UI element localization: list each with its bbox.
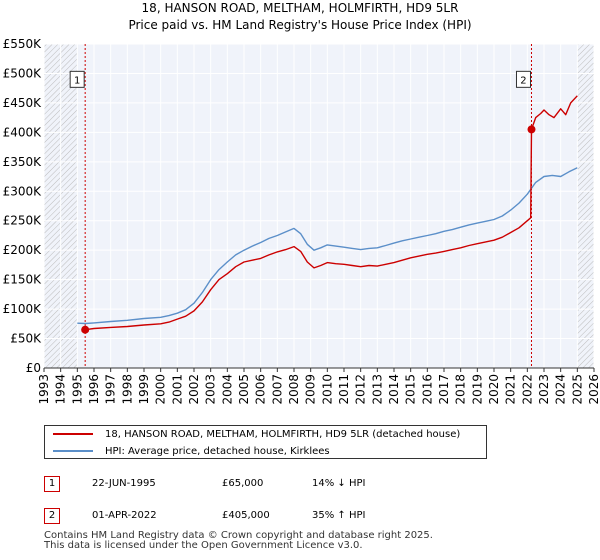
- x-tick-label: 1994: [54, 374, 68, 405]
- legend-swatch-property: [53, 433, 93, 435]
- legend-item-hpi: HPI: Average price, detached house, Kirk…: [53, 443, 330, 459]
- y-tick-label: £50K: [10, 332, 42, 346]
- x-tick-label: 2006: [254, 374, 268, 405]
- x-tick-label: 2010: [320, 374, 334, 405]
- x-tick-label: 2001: [170, 374, 184, 405]
- x-tick-label: 2009: [304, 374, 318, 405]
- legend-swatch-hpi: [53, 450, 93, 452]
- chart-subtitle: Price paid vs. HM Land Registry's House …: [128, 18, 471, 32]
- footer-licence: This data is licensed under the Open Gov…: [44, 540, 363, 551]
- axis-layer: £0 £50K £100K £150K £200K £250K £300K £350K £400…: [3, 37, 600, 405]
- transaction-date: 01-APR-2022: [92, 510, 157, 521]
- y-tick-label: £100K: [3, 302, 43, 316]
- x-tick-label: 1993: [37, 374, 51, 405]
- y-tick-label: £150K: [3, 273, 43, 287]
- chart-title: 18, HANSON ROAD, MELTHAM, HOLMFIRTH, HD9…: [142, 1, 459, 15]
- x-tick-label: 2007: [270, 374, 284, 405]
- x-tick-label: 2000: [154, 374, 168, 405]
- property-price-line: [85, 95, 578, 331]
- sale-point: [81, 325, 90, 334]
- x-tick-label: 1999: [137, 374, 151, 405]
- transaction-hpi: 35% ↑ HPI: [312, 510, 366, 521]
- transaction-badge: 1: [44, 476, 60, 492]
- x-tick-label: 2014: [387, 374, 401, 405]
- plot-area: [44, 44, 594, 368]
- price-chart: 18, HANSON ROAD, MELTHAM, HOLMFIRTH, HD9…: [3, 1, 600, 405]
- y-tick-label: £250K: [3, 214, 43, 228]
- sale-point: [527, 125, 536, 134]
- legend-label-hpi: HPI: Average price, detached house, Kirk…: [105, 445, 330, 457]
- y-tick-label: £350K: [3, 155, 43, 169]
- footer: Contains HM Land Registry data © Crown c…: [44, 531, 433, 551]
- sale-marker-label: 2: [520, 75, 526, 86]
- legend-item-property: 18, HANSON ROAD, MELTHAM, HOLMFIRTH, HD9…: [53, 426, 460, 442]
- x-tick-label: 2015: [404, 374, 418, 405]
- footer-copyright: Contains HM Land Registry data © Crown c…: [44, 530, 433, 541]
- legend-label-property: 18, HANSON ROAD, MELTHAM, HOLMFIRTH, HD9…: [105, 428, 461, 440]
- x-tick-label: 2021: [504, 374, 518, 405]
- y-tick-label: £300K: [3, 184, 43, 198]
- y-tick-label: £400K: [3, 125, 43, 139]
- x-tick-label: 2022: [520, 374, 534, 405]
- hatch-region: [577, 44, 594, 368]
- x-tick-label: 2020: [487, 374, 501, 405]
- x-tick-label: 2025: [570, 374, 584, 405]
- transaction-hpi: 14% ↓ HPI: [312, 478, 366, 489]
- legend: 18, HANSON ROAD, MELTHAM, HOLMFIRTH, HD9…: [44, 425, 487, 459]
- x-tick-label: 2008: [287, 374, 301, 405]
- transaction-price: £405,000: [222, 510, 270, 521]
- y-tick-label: £550K: [3, 37, 43, 51]
- sale-marker-box: [515, 70, 531, 88]
- y-tick-label: £0: [26, 361, 41, 375]
- x-tick-label: 2019: [470, 374, 484, 405]
- y-tick-label: £200K: [3, 243, 43, 257]
- transaction-date: 22-JUN-1995: [92, 478, 156, 489]
- x-tick-label: 2026: [587, 374, 600, 405]
- x-tick-label: 2012: [354, 374, 368, 405]
- x-tick-label: 2003: [204, 374, 218, 405]
- x-tick-label: 2016: [420, 374, 434, 405]
- x-tick-label: 2004: [220, 374, 234, 405]
- x-tick-label: 1997: [104, 374, 118, 405]
- y-tick-label: £500K: [3, 66, 43, 80]
- y-tick-label: £450K: [3, 96, 43, 110]
- series-layer: [77, 95, 578, 334]
- x-tick-label: 2002: [187, 374, 201, 405]
- x-tick-label: 2018: [454, 374, 468, 405]
- transaction-badge: 2: [44, 508, 60, 524]
- x-tick-label: 2024: [554, 374, 568, 405]
- x-tick-label: 2011: [337, 374, 351, 405]
- sale-marker-box: [69, 70, 85, 88]
- x-tick-label: 1996: [87, 374, 101, 405]
- x-tick-label: 2017: [437, 374, 451, 405]
- x-tick-label: 1995: [70, 374, 84, 405]
- x-tick-label: 1998: [120, 374, 134, 405]
- x-tick-label: 2013: [370, 374, 384, 405]
- x-tick-label: 2023: [537, 374, 551, 405]
- x-tick-label: 2005: [237, 374, 251, 405]
- hpi-line: [77, 167, 578, 325]
- transaction-price: £65,000: [222, 478, 264, 489]
- sale-marker-label: 1: [74, 75, 80, 86]
